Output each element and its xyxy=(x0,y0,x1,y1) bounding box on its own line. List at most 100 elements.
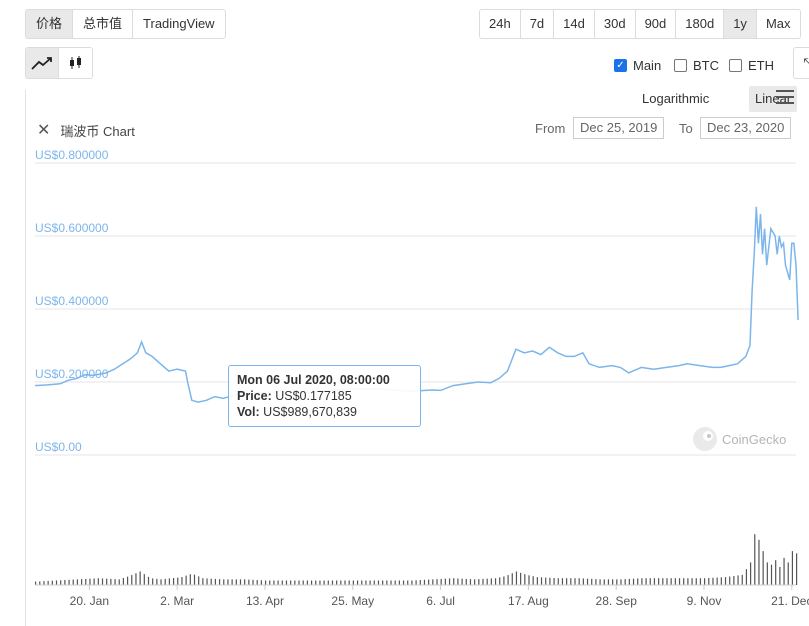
main-series-toggle[interactable]: ✓ Main xyxy=(614,58,661,73)
main-checkbox[interactable]: ✓ xyxy=(614,59,627,72)
volume-bar xyxy=(683,578,685,585)
volume-bar xyxy=(394,580,396,585)
volume-bar xyxy=(114,579,116,585)
main-label: Main xyxy=(633,58,662,73)
range-180d-button[interactable]: 180d xyxy=(676,10,725,38)
volume-bar xyxy=(448,578,451,585)
volume-bar xyxy=(269,580,271,585)
volume-bar xyxy=(315,580,317,585)
range-14d-button[interactable]: 14d xyxy=(554,10,595,38)
volume-bar xyxy=(503,576,505,585)
x-tick-label: 25. May xyxy=(331,594,374,608)
volume-bar xyxy=(331,580,334,585)
volume-bar xyxy=(131,575,133,585)
hamburger-menu-icon[interactable] xyxy=(776,90,794,108)
volume-bar xyxy=(549,577,551,585)
volume-bar xyxy=(712,577,714,585)
coingecko-watermark: CoinGecko xyxy=(693,427,786,451)
volume-bar xyxy=(553,578,555,585)
candlestick-icon[interactable] xyxy=(59,48,92,78)
volume-bar xyxy=(206,578,208,585)
volume-bar xyxy=(352,580,354,585)
volume-bar xyxy=(160,579,162,585)
volume-bar xyxy=(444,578,446,585)
line-chart-icon[interactable] xyxy=(26,48,59,78)
volume-bar xyxy=(704,578,706,585)
volume-bar xyxy=(122,578,125,585)
y-axis-labels: US$0.00 US$0.200000 US$0.400000 US$0.600000… xyxy=(35,148,109,454)
volume-bar xyxy=(172,578,175,585)
volume-bar xyxy=(285,580,288,585)
price-series-line xyxy=(34,206,799,403)
volume-bar xyxy=(612,579,614,585)
close-icon[interactable]: ✕ xyxy=(37,122,51,139)
eth-series-toggle[interactable]: ETH xyxy=(729,58,774,73)
volume-bar xyxy=(365,580,367,585)
volume-bar xyxy=(494,578,497,585)
volume-bar xyxy=(653,578,656,585)
volume-bar xyxy=(106,578,108,585)
range-90d-button[interactable]: 90d xyxy=(635,10,677,38)
volume-bar xyxy=(536,577,538,585)
volume-bar xyxy=(382,580,384,585)
volume-bar xyxy=(319,580,321,585)
volume-bar xyxy=(227,579,229,585)
volume-bar xyxy=(490,578,492,585)
volume-bar xyxy=(260,580,262,585)
volume-bar xyxy=(340,580,342,585)
eth-checkbox[interactable] xyxy=(729,59,742,72)
volume-bar xyxy=(256,580,258,585)
volume-bar xyxy=(139,571,141,585)
volume-bar xyxy=(35,581,37,585)
btc-checkbox[interactable] xyxy=(674,59,687,72)
volume-bar xyxy=(591,578,593,585)
volume-bar xyxy=(361,580,363,585)
volume-bar xyxy=(235,579,237,585)
volume-bar xyxy=(231,579,233,585)
volume-bar xyxy=(595,579,597,585)
btc-series-toggle[interactable]: BTC xyxy=(674,58,719,73)
tab-price[interactable]: 价格 xyxy=(26,10,74,38)
range-1y-button[interactable]: 1y xyxy=(724,10,757,38)
volume-bar xyxy=(507,575,509,585)
volume-bar xyxy=(185,575,187,585)
volume-bar xyxy=(662,578,664,585)
tooltip-price-label: Price: xyxy=(237,389,272,403)
volume-bar xyxy=(791,551,794,585)
volume-bar xyxy=(252,579,254,585)
range-24h-button[interactable]: 24h xyxy=(480,10,521,38)
volume-bars xyxy=(35,534,798,586)
volume-bar xyxy=(511,573,513,585)
y-tick-label: US$0.600000 xyxy=(35,221,109,235)
volume-bar xyxy=(323,580,325,585)
volume-bar xyxy=(570,578,572,585)
volume-bar xyxy=(469,579,472,585)
volume-bar xyxy=(181,577,183,585)
volume-bar xyxy=(143,574,145,585)
logarithmic-scale-button[interactable]: Logarithmic xyxy=(642,91,710,106)
fullscreen-icon[interactable]: ⤡ xyxy=(793,47,809,79)
x-tick-label: 17. Aug xyxy=(508,594,549,608)
to-date-input[interactable]: Dec 23, 2020 xyxy=(700,117,792,139)
volume-bar xyxy=(210,578,212,585)
volume-bar xyxy=(202,578,204,585)
x-tick-label: 28. Sep xyxy=(596,594,638,608)
volume-bar xyxy=(239,579,242,585)
from-date-input[interactable]: Dec 25, 2019 xyxy=(573,117,665,139)
volume-bar xyxy=(616,579,618,585)
volume-bar xyxy=(754,534,756,585)
volume-bar xyxy=(582,578,584,585)
tab-market-cap[interactable]: 总市值 xyxy=(73,10,134,38)
chart-title-text: 瑞波币 Chart xyxy=(60,123,135,139)
x-axis-labels: 20. Jan 2. Mar 13. Apr 25. May 6. Jul 17. Aug… xyxy=(70,585,809,608)
volume-bar xyxy=(691,578,693,585)
volume-bar xyxy=(779,566,781,585)
range-30d-button[interactable]: 30d xyxy=(594,10,636,38)
tab-tradingview[interactable]: TradingView xyxy=(133,10,225,38)
y-tick-label: US$0.200000 xyxy=(35,367,109,381)
range-7d-button[interactable]: 7d xyxy=(520,10,555,38)
chart-title: ✕ 瑞波币 Chart xyxy=(37,120,135,140)
volume-bar xyxy=(89,578,91,585)
x-tick-label: 20. Jan xyxy=(70,594,109,608)
range-max-button[interactable]: Max xyxy=(756,10,800,38)
